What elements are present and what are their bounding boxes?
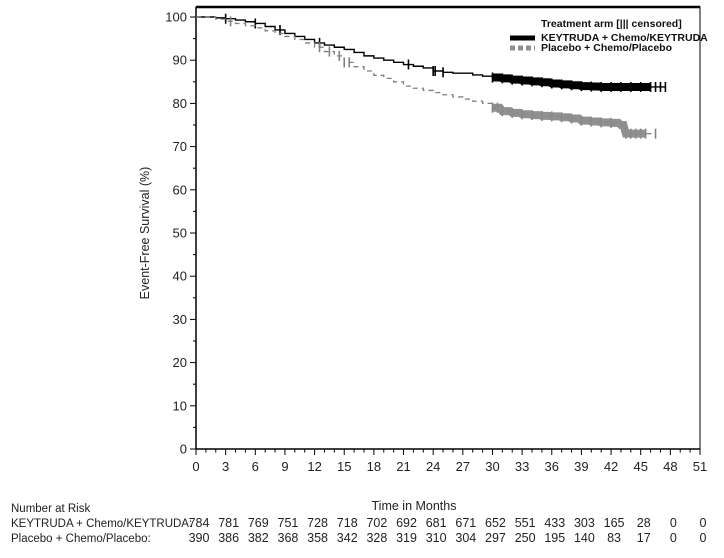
y-tick-label: 50 [173,226,187,241]
risk-value: 728 [307,516,328,530]
x-axis-title: Time in Months [372,499,457,513]
risk-value: 17 [637,531,651,545]
y-tick-label: 20 [173,355,187,370]
risk-value: 0 [670,531,677,545]
risk-value: 304 [455,531,476,545]
risk-value: 83 [607,531,621,545]
risk-value: 551 [515,516,536,530]
y-tick-label: 100 [165,10,187,25]
y-tick-label: 70 [173,139,187,154]
x-tick-label: 12 [307,459,321,474]
risk-value: 328 [366,531,387,545]
x-tick-label: 15 [337,459,351,474]
censor-band-keytruda [492,73,651,91]
risk-value: 165 [604,516,625,530]
risk-value: 310 [426,531,447,545]
x-tick-label: 48 [663,459,677,474]
x-tick-label: 6 [252,459,259,474]
plot-frame [195,6,701,450]
risk-table-title: Number at Risk [11,503,90,515]
risk-value: 784 [189,516,210,530]
risk-value: 195 [544,531,565,545]
x-tick-label: 39 [574,459,588,474]
risk-value: 718 [337,516,358,530]
risk-value: 681 [426,516,447,530]
y-tick-label: 10 [173,398,187,413]
y-tick-label: 90 [173,53,187,68]
risk-value: 652 [485,516,506,530]
risk-value: 390 [189,531,210,545]
risk-value: 702 [366,516,387,530]
risk-value: 140 [574,531,595,545]
risk-value: 671 [455,516,476,530]
x-tick-label: 33 [515,459,529,474]
y-tick-label: 80 [173,96,187,111]
risk-value: 769 [248,516,269,530]
y-tick-label: 60 [173,182,187,197]
x-tick-label: 9 [281,459,288,474]
x-tick-label: 45 [633,459,647,474]
x-tick-label: 30 [485,459,499,474]
number-at-risk-table: Number at Risk KEYTRUDA + Chemo/KEYTRUDA… [11,503,707,545]
y-tick-label: 0 [180,442,187,457]
x-tick-label: 0 [192,459,199,474]
y-axis-title: Event-Free Survival (%) [138,167,152,300]
legend-title: Treatment arm [||| censored] [541,18,682,30]
legend: Treatment arm [||| censored] KEYTRUDA + … [510,18,708,54]
legend-label-keytruda: KEYTRUDA + Chemo/KEYTRUDA [541,32,708,44]
x-tick-label: 42 [604,459,618,474]
risk-value: 0 [670,516,677,530]
risk-value: 250 [515,531,536,545]
x-tick-label: 27 [456,459,470,474]
y-tick-label: 40 [173,269,187,284]
risk-value: 751 [278,516,299,530]
x-tick-label: 51 [693,459,707,474]
risk-value: 692 [396,516,417,530]
risk-value: 342 [337,531,358,545]
x-tick-label: 18 [367,459,381,474]
risk-row-label-keytruda: KEYTRUDA + Chemo/KEYTRUDA: [11,518,192,530]
x-tick-label: 24 [426,459,440,474]
risk-value: 319 [396,531,417,545]
risk-value: 368 [278,531,299,545]
risk-value: 28 [637,516,651,530]
legend-label-placebo: Placebo + Chemo/Placebo [541,42,672,54]
risk-value: 303 [574,516,595,530]
risk-value: 358 [307,531,328,545]
x-tick-label: 36 [545,459,559,474]
censor-band-placebo [492,103,646,138]
risk-value: 433 [544,516,565,530]
risk-value: 297 [485,531,506,545]
risk-value: 382 [248,531,269,545]
x-tick-label: 3 [222,459,229,474]
risk-value: 386 [218,531,239,545]
risk-row-label-placebo: Placebo + Chemo/Placebo: [11,533,151,545]
risk-value: 0 [700,516,707,530]
risk-value: 781 [218,516,239,530]
x-tick-label: 21 [396,459,410,474]
y-tick-label: 30 [173,312,187,327]
risk-value: 0 [700,531,707,545]
